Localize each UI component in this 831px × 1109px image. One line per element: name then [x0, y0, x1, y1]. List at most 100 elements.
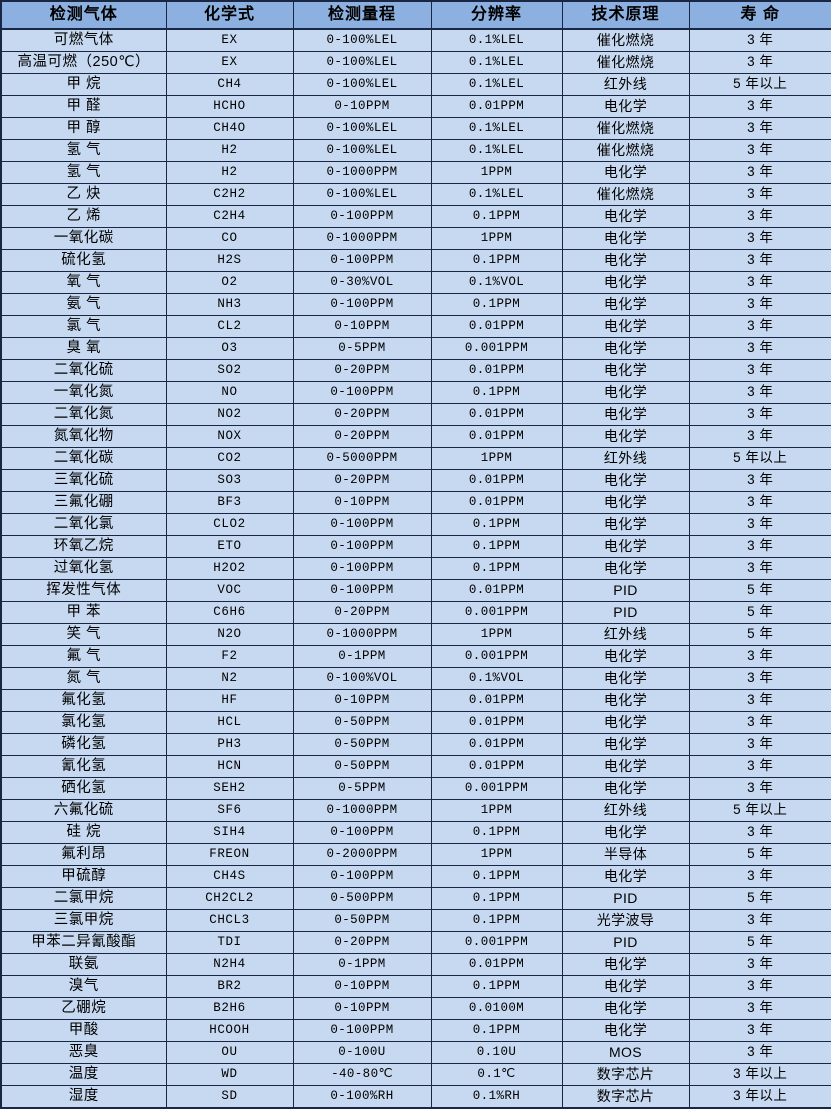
cell-principle: 电化学 — [561, 205, 690, 228]
cell-formula: OU — [165, 1041, 294, 1064]
cell-gas: 乙硼烷 — [0, 997, 167, 1020]
table-row: 高温可燃（250℃） EX 0-100%LEL 0.1%LEL 催化燃烧 3 年 — [0, 51, 831, 74]
cell-resolution: 0.1PPM — [430, 909, 563, 932]
cell-lifespan: 3 年 — [688, 161, 831, 184]
table-row: 二氧化碳 CO2 0-5000PPM 1PPM 红外线 5 年以上 — [0, 447, 831, 470]
cell-principle: 电化学 — [561, 359, 690, 382]
cell-principle: 数字芯片 — [561, 1085, 690, 1109]
cell-resolution: 0.001PPM — [430, 777, 563, 800]
cell-resolution: 0.001PPM — [430, 931, 563, 954]
cell-formula: CO2 — [165, 447, 294, 470]
cell-resolution: 0.1%LEL — [430, 139, 563, 162]
cell-range: 0-30%VOL — [292, 271, 432, 294]
cell-principle: 电化学 — [561, 953, 690, 976]
table-row: 氯 气 CL2 0-10PPM 0.01PPM 电化学 3 年 — [0, 315, 831, 338]
column-header-gas: 检测气体 — [0, 0, 167, 30]
cell-formula: ETO — [165, 535, 294, 558]
cell-gas: 湿度 — [0, 1085, 167, 1109]
cell-formula: C6H6 — [165, 601, 294, 624]
cell-range: 0-100%VOL — [292, 667, 432, 690]
cell-resolution: 0.0100M — [430, 997, 563, 1020]
cell-resolution: 0.01PPM — [430, 403, 563, 426]
cell-gas: 臭 氧 — [0, 337, 167, 360]
cell-formula: HCN — [165, 755, 294, 778]
cell-principle: 电化学 — [561, 667, 690, 690]
cell-gas: 硅 烷 — [0, 821, 167, 844]
cell-range: 0-20PPM — [292, 931, 432, 954]
cell-lifespan: 3 年 — [688, 117, 831, 140]
table-row: 氟 气 F2 0-1PPM 0.001PPM 电化学 3 年 — [0, 645, 831, 668]
cell-principle: PID — [561, 579, 690, 602]
cell-formula: HCL — [165, 711, 294, 734]
table-row: 二氧化硫 SO2 0-20PPM 0.01PPM 电化学 3 年 — [0, 359, 831, 382]
cell-gas: 氢 气 — [0, 139, 167, 162]
cell-range: 0-100PPM — [292, 865, 432, 888]
cell-range: 0-100%LEL — [292, 117, 432, 140]
cell-lifespan: 3 年 — [688, 689, 831, 712]
cell-formula: H2O2 — [165, 557, 294, 580]
cell-resolution: 1PPM — [430, 161, 563, 184]
cell-lifespan: 5 年 — [688, 601, 831, 624]
table-row: 硅 烷 SIH4 0-100PPM 0.1PPM 电化学 3 年 — [0, 821, 831, 844]
cell-lifespan: 3 年 — [688, 557, 831, 580]
cell-range: 0-500PPM — [292, 887, 432, 910]
table-row: 乙 炔 C2H2 0-100%LEL 0.1%LEL 催化燃烧 3 年 — [0, 183, 831, 206]
cell-formula: H2 — [165, 161, 294, 184]
column-header-formula: 化学式 — [165, 0, 294, 30]
cell-gas: 氰化氢 — [0, 755, 167, 778]
cell-formula: CL2 — [165, 315, 294, 338]
cell-resolution: 0.01PPM — [430, 711, 563, 734]
cell-range: 0-100PPM — [292, 205, 432, 228]
cell-gas: 过氧化氢 — [0, 557, 167, 580]
cell-formula: N2O — [165, 623, 294, 646]
cell-gas: 三氟化硼 — [0, 491, 167, 514]
cell-lifespan: 3 年 — [688, 821, 831, 844]
cell-lifespan: 3 年 — [688, 337, 831, 360]
cell-lifespan: 3 年 — [688, 293, 831, 316]
cell-gas: 可燃气体 — [0, 28, 167, 52]
cell-gas: 氢 气 — [0, 161, 167, 184]
cell-lifespan: 3 年 — [688, 953, 831, 976]
cell-lifespan: 3 年 — [688, 315, 831, 338]
cell-lifespan: 3 年 — [688, 271, 831, 294]
cell-principle: 电化学 — [561, 315, 690, 338]
table-row: 乙硼烷 B2H6 0-10PPM 0.0100M 电化学 3 年 — [0, 997, 831, 1020]
cell-resolution: 1PPM — [430, 843, 563, 866]
cell-resolution: 0.1PPM — [430, 557, 563, 580]
cell-principle: 电化学 — [561, 645, 690, 668]
cell-resolution: 0.1PPM — [430, 1019, 563, 1042]
cell-formula: CH2CL2 — [165, 887, 294, 910]
table-row: 甲酸 HCOOH 0-100PPM 0.1PPM 电化学 3 年 — [0, 1019, 831, 1042]
cell-range: 0-1000PPM — [292, 161, 432, 184]
cell-resolution: 0.1PPM — [430, 381, 563, 404]
cell-lifespan: 3 年 — [688, 711, 831, 734]
cell-range: 0-100PPM — [292, 381, 432, 404]
cell-formula: CH4O — [165, 117, 294, 140]
cell-gas: 甲 醛 — [0, 95, 167, 118]
cell-resolution: 0.001PPM — [430, 601, 563, 624]
cell-gas: 甲 烷 — [0, 73, 167, 96]
cell-lifespan: 5 年 — [688, 623, 831, 646]
cell-gas: 甲 苯 — [0, 601, 167, 624]
cell-gas: 六氟化硫 — [0, 799, 167, 822]
cell-resolution: 0.1%LEL — [430, 28, 563, 52]
cell-gas: 氯 气 — [0, 315, 167, 338]
cell-range: 0-100PPM — [292, 557, 432, 580]
cell-formula: CH4S — [165, 865, 294, 888]
cell-resolution: 0.01PPM — [430, 469, 563, 492]
table-row: 笑 气 N2O 0-1000PPM 1PPM 红外线 5 年 — [0, 623, 831, 646]
table-row: 硫化氢 H2S 0-100PPM 0.1PPM 电化学 3 年 — [0, 249, 831, 272]
cell-gas: 乙 烯 — [0, 205, 167, 228]
cell-principle: 催化燃烧 — [561, 51, 690, 74]
header-row: 检测气体 化学式 检测量程 分辨率 技术原理 寿 命 — [0, 0, 831, 30]
cell-principle: 光学波导 — [561, 909, 690, 932]
table-row: 甲 醛 HCHO 0-10PPM 0.01PPM 电化学 3 年 — [0, 95, 831, 118]
cell-principle: 电化学 — [561, 293, 690, 316]
cell-resolution: 0.1PPM — [430, 821, 563, 844]
cell-lifespan: 3 年 — [688, 1019, 831, 1042]
cell-gas: 甲酸 — [0, 1019, 167, 1042]
table-row: 甲 醇 CH4O 0-100%LEL 0.1%LEL 催化燃烧 3 年 — [0, 117, 831, 140]
table-row: 恶臭 OU 0-100U 0.10U MOS 3 年 — [0, 1041, 831, 1064]
cell-formula: HCHO — [165, 95, 294, 118]
cell-resolution: 0.01PPM — [430, 491, 563, 514]
